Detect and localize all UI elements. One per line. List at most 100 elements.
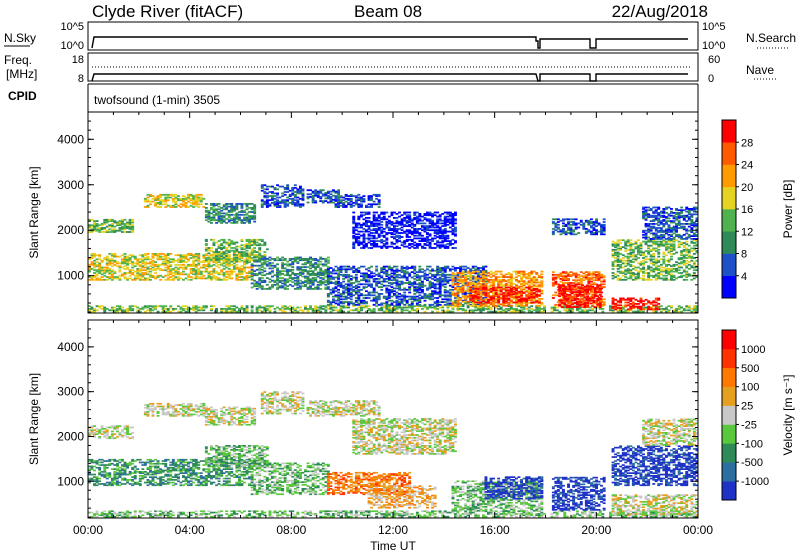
y-tick-label: 3000 <box>57 178 84 192</box>
colorbar-swatch <box>722 367 736 387</box>
y-tick-label: 1000 <box>57 269 84 283</box>
freq-trace <box>91 73 688 82</box>
power-region-18 <box>611 297 661 311</box>
freq-unit-label: [MHz] <box>6 67 37 81</box>
nsky-trace <box>91 36 688 49</box>
power-region-0 <box>88 305 698 313</box>
y-tick-label: 4000 <box>57 132 84 146</box>
x-tick-label: 20:00 <box>581 523 611 537</box>
y-tick-label: 2000 <box>57 223 84 237</box>
freq-tick-bottom: 8 <box>78 73 84 85</box>
power-region-13 <box>469 286 541 304</box>
date-title: 22/Aug/2018 <box>612 2 708 21</box>
y-axis-label: Slant Range [km] <box>27 373 41 465</box>
colorbar-tick-label: 500 <box>741 363 759 375</box>
velocity-region-14 <box>551 476 606 511</box>
colorbar-swatch <box>722 424 736 444</box>
colorbar-label: Power [dB] <box>781 180 795 239</box>
velocity-data-cells <box>88 391 698 518</box>
colorbar-swatch <box>722 405 736 425</box>
x-tick-label: 00:00 <box>683 523 713 537</box>
power-region-7 <box>88 253 254 281</box>
velocity-region-7 <box>88 458 254 487</box>
colorbar-swatch <box>722 481 736 501</box>
nave-label: Nave <box>746 63 774 77</box>
colorbar-swatch <box>722 209 736 232</box>
colorbar-tick-label: -100 <box>741 438 763 450</box>
power-region-1 <box>88 218 135 233</box>
y-tick-label: 2000 <box>57 429 84 443</box>
colorbar-swatch <box>722 386 736 406</box>
colorbar-swatch <box>722 164 736 188</box>
power-region-17 <box>611 239 698 281</box>
nsky-label: N.Sky <box>4 31 36 45</box>
cpid-panel: CPID twofsound (1-min) 3505 <box>8 83 699 112</box>
colorbar-swatch <box>722 330 736 350</box>
colorbar-tick-label: -500 <box>741 457 763 469</box>
nsearch-label: N.Search <box>746 31 796 45</box>
power-region-2 <box>143 193 206 208</box>
colorbar-swatch <box>722 443 736 463</box>
x-tick-label: 00:00 <box>73 523 103 537</box>
colorbar-label: Velocity [m s⁻¹] <box>781 374 795 455</box>
colorbar-tick-label: 8 <box>741 249 747 261</box>
colorbar-tick-label: 25 <box>741 401 753 413</box>
colorbar-tick-label: 16 <box>741 204 753 216</box>
colorbar-tick-label: -25 <box>741 419 757 431</box>
velocity-region-2 <box>143 402 206 417</box>
nsky-tick-bottom: 10^0 <box>60 40 84 52</box>
velocity-region-12 <box>451 480 544 512</box>
cpid-label: CPID <box>8 89 37 103</box>
velocity-region-0 <box>88 510 698 518</box>
cpid-text: twofsound (1-min) 3505 <box>94 93 220 107</box>
power-region-3 <box>204 203 257 224</box>
velocity-region-15 <box>611 445 698 487</box>
colorbar-tick-label: 24 <box>741 160 753 172</box>
x-tick-label: 16:00 <box>480 523 510 537</box>
y-tick-label: 4000 <box>57 340 84 354</box>
power-region-4 <box>260 184 305 208</box>
velocity-colorbar: 1000 500 100 25 -25 -100 -500 -1000 Velocity [m … <box>721 329 795 501</box>
colorbar-swatch <box>722 120 736 143</box>
velocity-region-11 <box>367 485 437 509</box>
power-region-19 <box>642 206 698 240</box>
y-tick-label: 3000 <box>57 385 84 399</box>
nsky-tick-top: 10^5 <box>60 21 84 33</box>
power-panel: 1000 2000 3000 4000 Slant Range [km] 4 8 12 16 20… <box>27 111 795 314</box>
nave-tick-bottom: 0 <box>708 73 714 85</box>
colorbar-swatch <box>722 186 736 210</box>
nsky-panel: N.Sky 10^5 10^0 10^5 10^0 N.Search <box>4 21 796 52</box>
colorbar-swatch <box>722 348 736 369</box>
nsearch-tick-top: 10^5 <box>702 21 726 33</box>
colorbar-swatch <box>722 462 736 482</box>
y-tick-label: 1000 <box>57 474 84 488</box>
velocity-region-17 <box>611 494 698 517</box>
power-region-11 <box>352 211 457 249</box>
power-region-9 <box>250 256 330 290</box>
power-region-6 <box>334 193 381 208</box>
velocity-region-4 <box>260 391 305 415</box>
freq-label: Freq. <box>4 53 32 67</box>
power-data-cells <box>88 184 698 313</box>
x-tick-label: 08:00 <box>276 523 306 537</box>
station-title: Clyde River (fitACF) <box>92 2 243 21</box>
colorbar-tick-label: 28 <box>741 137 753 149</box>
velocity-region-9 <box>250 462 330 496</box>
velocity-region-5 <box>306 400 381 417</box>
freq-tick-top: 18 <box>72 54 84 66</box>
power-region-15 <box>558 284 602 308</box>
colorbar-swatch <box>722 231 736 254</box>
colorbar-swatch <box>722 142 736 165</box>
colorbar-tick-label: -1000 <box>741 476 769 488</box>
colorbar-swatch <box>722 253 736 277</box>
velocity-region-1 <box>88 425 135 440</box>
nsearch-tick-bottom: 10^0 <box>702 40 726 52</box>
time-axis: 00:00 04:00 08:00 12:00 16:00 20:00 00:00 Time … <box>73 523 713 553</box>
header: Clyde River (fitACF) Beam 08 22/Aug/2018 <box>92 2 708 21</box>
colorbar-tick-label: 1000 <box>741 344 765 356</box>
colorbar-tick-label: 12 <box>741 226 753 238</box>
colorbar-swatch <box>722 275 736 299</box>
colorbar-frame <box>721 329 737 501</box>
